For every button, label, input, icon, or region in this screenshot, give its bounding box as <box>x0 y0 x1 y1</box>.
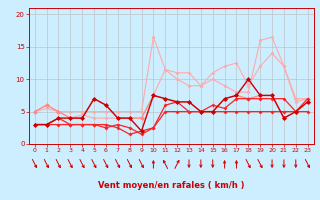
Text: Vent moyen/en rafales ( km/h ): Vent moyen/en rafales ( km/h ) <box>98 182 244 190</box>
